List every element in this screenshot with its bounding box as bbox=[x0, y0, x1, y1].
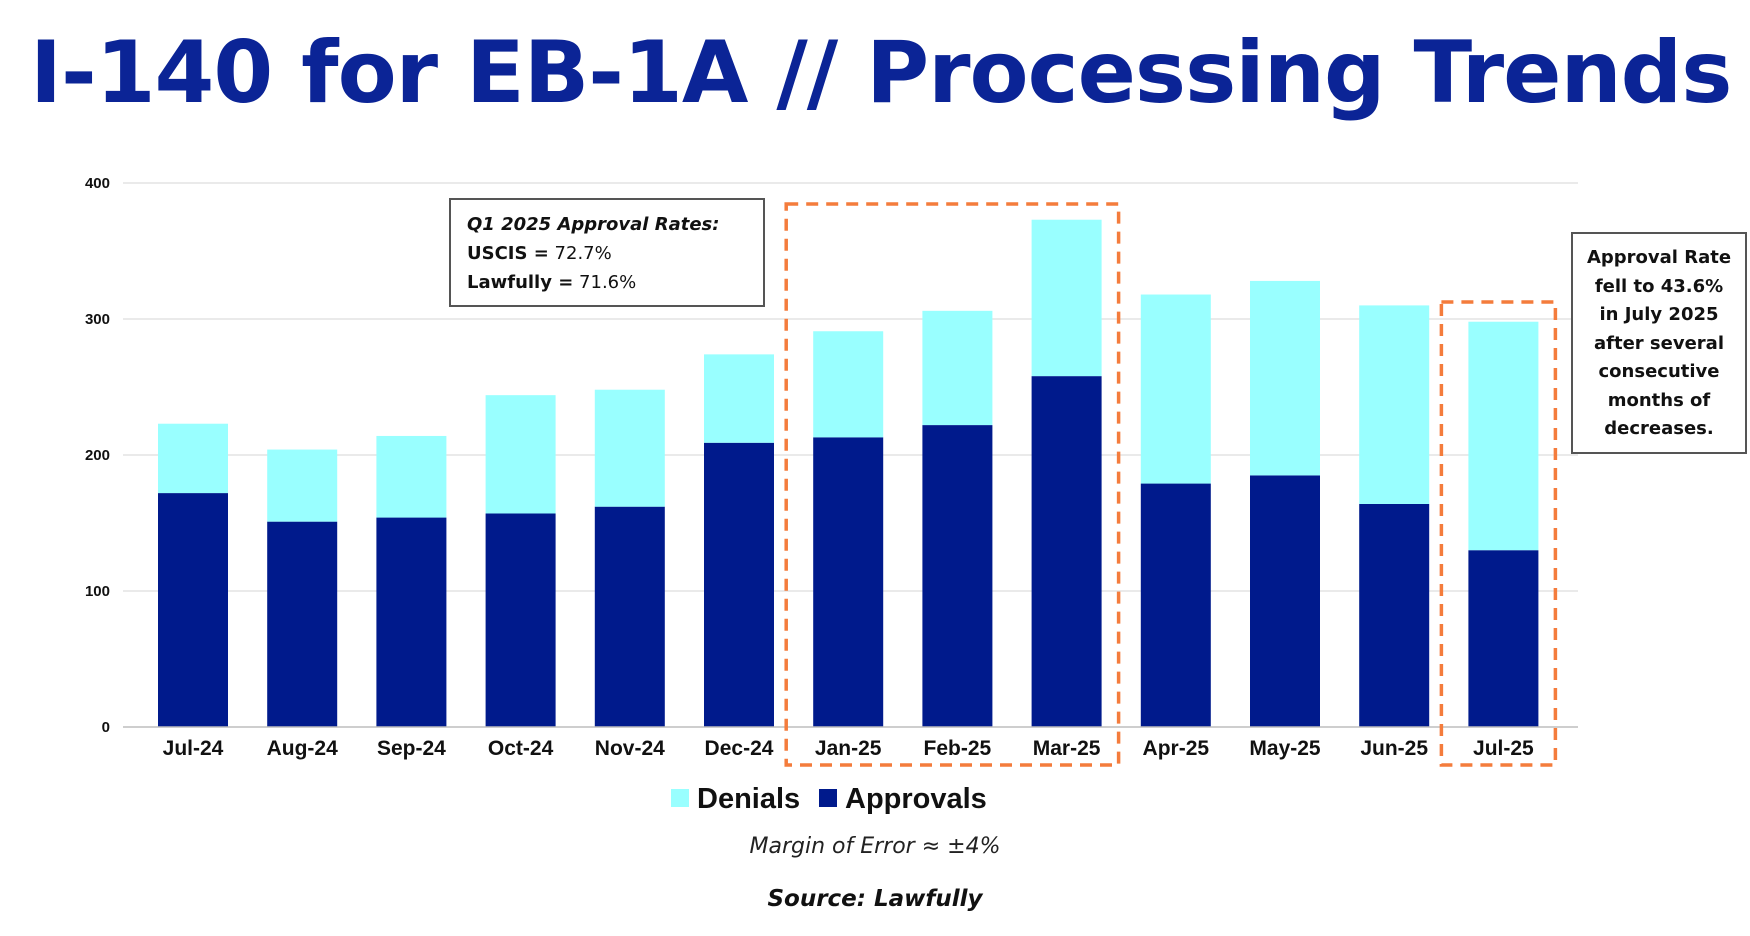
bar-denials-jun-25 bbox=[1359, 305, 1430, 504]
bar-approvals-jan-25 bbox=[813, 437, 884, 727]
x-tick-label: Jul-25 bbox=[1473, 737, 1534, 760]
source-note: Source: Lawfully bbox=[767, 886, 983, 912]
bar-denials-aug-24 bbox=[267, 449, 338, 522]
bar-denials-jan-25 bbox=[813, 331, 884, 438]
bar-approvals-nov-24 bbox=[594, 506, 665, 727]
x-tick-label: Oct-24 bbox=[488, 737, 554, 760]
bars bbox=[158, 219, 1539, 727]
bar-denials-dec-24 bbox=[704, 354, 774, 443]
x-tick-label: Nov-24 bbox=[595, 737, 665, 760]
x-tick-label: Jul-24 bbox=[163, 737, 224, 760]
highlight-boxes bbox=[784, 202, 1558, 767]
x-tick-label: Feb-25 bbox=[924, 737, 992, 760]
y-tick-label: 300 bbox=[85, 311, 110, 328]
bar-approvals-dec-24 bbox=[704, 442, 774, 727]
july-callout-line: consecutive bbox=[1598, 361, 1720, 382]
q1-callout-heading: Q1 2025 Approval Rates: bbox=[467, 214, 720, 235]
july-callout-line: fell to 43.6% bbox=[1594, 275, 1724, 297]
x-tick-label: Mar-25 bbox=[1033, 737, 1101, 760]
x-tick-label: Sep-24 bbox=[377, 737, 446, 760]
x-tick-label: Jan-25 bbox=[815, 737, 882, 760]
y-axis-ticks: 0 100 200 300 400 bbox=[85, 175, 110, 736]
margin-of-error-note: Margin of Error ≈ ±4% bbox=[749, 834, 1001, 859]
x-tick-label: Jun-25 bbox=[1360, 737, 1428, 760]
bar-denials-apr-25 bbox=[1140, 294, 1211, 484]
july-approval-rate-callout: Approval Rate fell to 43.6% in July 2025… bbox=[1571, 232, 1747, 454]
bar-denials-feb-25 bbox=[922, 310, 993, 426]
q1-callout-uscis-row: USCIS = 72.7% bbox=[467, 239, 747, 268]
page-title: I-140 for EB-1A // Processing Trends bbox=[30, 23, 1732, 123]
july-callout-line: after several bbox=[1594, 332, 1724, 354]
y-tick-label: 400 bbox=[85, 175, 110, 192]
bar-approvals-jul-25 bbox=[1468, 550, 1539, 727]
y-tick-label: 200 bbox=[85, 447, 110, 464]
highlight-box-jul-25-to-jul-25 bbox=[1439, 300, 1558, 767]
bar-denials-nov-24 bbox=[594, 389, 665, 507]
bar-denials-mar-25 bbox=[1031, 219, 1102, 377]
bar-denials-jul-24 bbox=[158, 423, 228, 494]
bar-approvals-aug-24 bbox=[267, 521, 338, 727]
x-tick-label: Dec-24 bbox=[705, 737, 774, 760]
bar-approvals-sep-24 bbox=[376, 517, 447, 727]
legend-swatch-approvals bbox=[819, 789, 837, 807]
q1-callout-lawfully-row: Lawfully = 71.6% bbox=[467, 268, 747, 297]
july-callout-line: decreases. bbox=[1604, 418, 1714, 439]
bar-approvals-mar-25 bbox=[1031, 376, 1102, 727]
bar-denials-jul-25 bbox=[1468, 321, 1539, 551]
bar-approvals-feb-25 bbox=[922, 425, 993, 727]
x-tick-label: Aug-24 bbox=[267, 737, 338, 760]
uscis-label: USCIS = bbox=[467, 243, 549, 264]
uscis-value: 72.7% bbox=[554, 243, 612, 264]
highlight-box-jan-25-to-mar-25 bbox=[784, 202, 1121, 767]
lawfully-label: Lawfully = bbox=[467, 272, 574, 293]
july-callout-line: months of bbox=[1607, 389, 1711, 411]
bar-approvals-may-25 bbox=[1250, 475, 1320, 727]
y-tick-label: 0 bbox=[102, 719, 110, 736]
legend-label-approvals: Approvals bbox=[845, 783, 987, 815]
july-callout-line: in July 2025 bbox=[1599, 304, 1719, 325]
x-tick-label: Apr-25 bbox=[1143, 737, 1210, 760]
x-axis-ticks: Jul-24 Aug-24 Sep-24 Oct-24 Nov-24 Dec-24 Jan-… bbox=[123, 726, 1578, 760]
bar-approvals-jun-25 bbox=[1359, 503, 1430, 727]
bar-denials-sep-24 bbox=[376, 435, 447, 518]
bar-approvals-oct-24 bbox=[485, 513, 556, 727]
legend: Denials Approvals bbox=[671, 783, 987, 815]
bar-approvals-jul-24 bbox=[158, 493, 228, 727]
q1-approval-rates-callout: Q1 2025 Approval Rates: USCIS = 72.7% La… bbox=[449, 198, 765, 307]
x-tick-label: May-25 bbox=[1249, 737, 1321, 760]
y-tick-label: 100 bbox=[85, 583, 110, 600]
legend-label-denials: Denials bbox=[697, 783, 800, 815]
bar-denials-may-25 bbox=[1250, 280, 1320, 476]
bar-approvals-apr-25 bbox=[1140, 483, 1211, 727]
bar-denials-oct-24 bbox=[485, 395, 556, 514]
legend-swatch-denials bbox=[671, 789, 689, 807]
july-callout-line: Approval Rate bbox=[1586, 247, 1732, 268]
lawfully-value: 71.6% bbox=[579, 272, 637, 293]
